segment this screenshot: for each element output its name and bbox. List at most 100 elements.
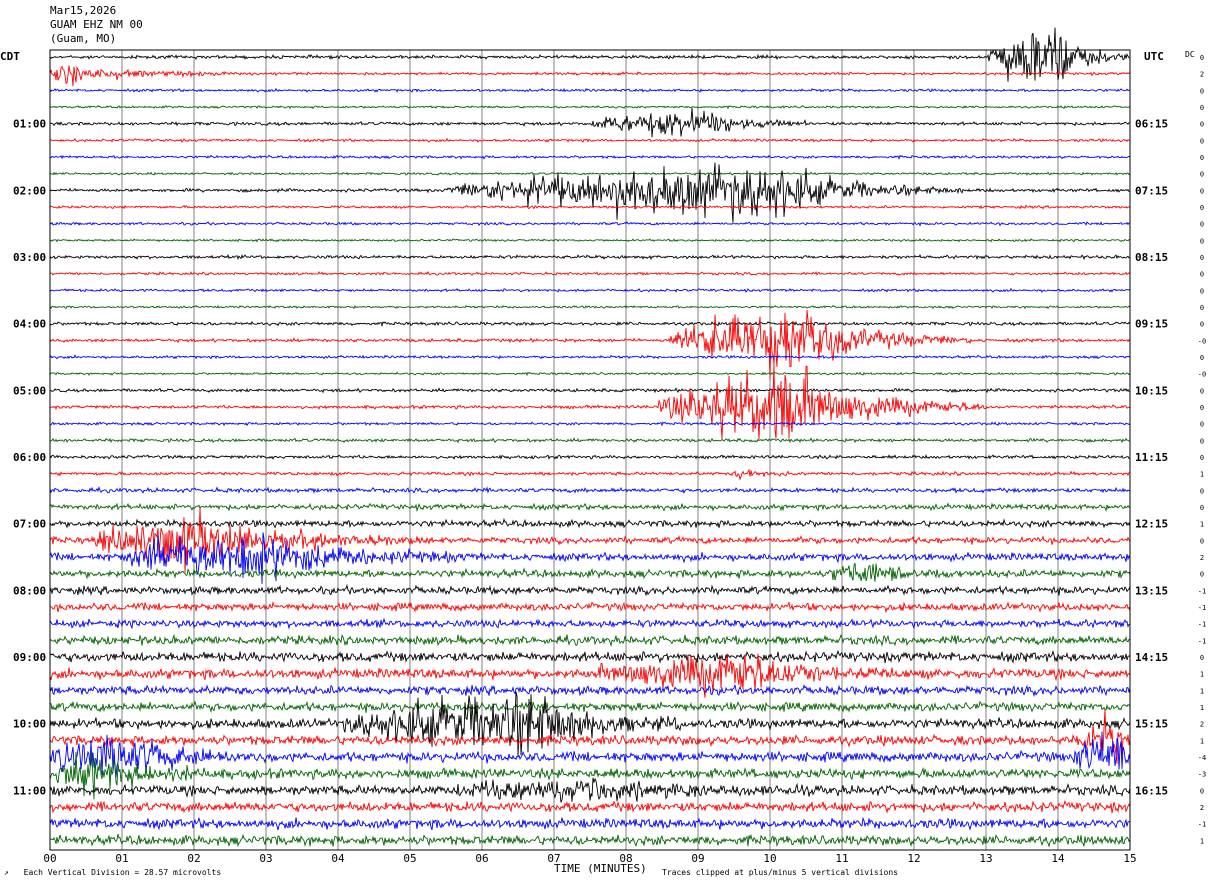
trace-line: [49, 363, 1131, 440]
dc-offset-value: 0: [1200, 204, 1204, 212]
dc-offset-value: -3: [1198, 771, 1206, 779]
dc-offset-value: 0: [1200, 221, 1204, 229]
x-tick-label: 09: [691, 852, 704, 865]
plot-frame: [49, 49, 1131, 851]
trace-line: [49, 287, 1131, 293]
footer-right: Traces clipped at plus/minus 5 vertical …: [662, 868, 899, 877]
trace-line: [49, 271, 1131, 276]
dc-offset-value: 1: [1200, 737, 1204, 745]
trace-line: [49, 162, 1131, 223]
trace-line: [49, 221, 1131, 227]
x-axis-title: TIME (MINUTES): [554, 862, 647, 875]
footer-mark: ↗: [4, 868, 9, 877]
seismic-traces: [49, 27, 1131, 848]
dc-offset-value: 0: [1200, 171, 1204, 179]
trace-line: [49, 833, 1131, 848]
dc-offset-value: 0: [1200, 537, 1204, 545]
trace-line: [49, 507, 1131, 573]
dc-offset-value: 0: [1200, 354, 1204, 362]
dc-offset-value: 0: [1200, 121, 1204, 129]
dc-offset-value: -1: [1198, 621, 1206, 629]
dc-offset-value: 1: [1200, 521, 1204, 529]
left-time-label: 01:00: [13, 118, 46, 131]
trace-line: [49, 777, 1131, 803]
header-station: GUAM EHZ NM 00: [50, 18, 143, 31]
dc-offset-value: 0: [1200, 421, 1204, 429]
dc-offset-value: 1: [1200, 704, 1204, 712]
dc-offset-value: -0: [1198, 337, 1206, 345]
dc-offset-value: 0: [1200, 504, 1204, 512]
dc-offset-value: 2: [1200, 721, 1204, 729]
trace-line: [49, 691, 1131, 756]
dc-offset-value: -1: [1198, 604, 1206, 612]
dc-offset-value: 2: [1200, 804, 1204, 812]
left-time-label: 02:00: [13, 184, 46, 197]
x-tick-label: 07: [547, 852, 560, 865]
dc-offset-value: 1: [1200, 471, 1204, 479]
trace-line: [49, 600, 1131, 614]
x-tick-label: 15: [1123, 852, 1136, 865]
left-time-label: 05:00: [13, 384, 46, 397]
right-time-label: 06:15: [1135, 118, 1168, 131]
right-time-label: 12:15: [1135, 518, 1168, 531]
dc-offset-value: 0: [1200, 271, 1204, 279]
dc-offset-value: 0: [1200, 787, 1204, 795]
dc-offset-value: 0: [1200, 87, 1204, 95]
trace-line: [49, 27, 1131, 82]
x-tick-label: 04: [331, 852, 345, 865]
trace-line: [49, 816, 1131, 831]
trace-line: [49, 107, 1131, 138]
trace-line: [49, 87, 1130, 93]
trace-line: [50, 387, 1131, 394]
footer-left: ↗ Each Vertical Division = 28.57 microvo…: [4, 868, 221, 877]
trace-line: [49, 562, 1131, 582]
dc-offset-value: 0: [1200, 237, 1204, 245]
left-time-label: 07:00: [13, 518, 46, 531]
x-tick-label: 08: [619, 852, 632, 865]
dc-offset-value: 2: [1200, 71, 1204, 79]
x-tick-label: 13: [979, 852, 992, 865]
x-tick-label: 10: [763, 852, 776, 865]
dc-offset-value: -1: [1198, 821, 1206, 829]
trace-line: [49, 320, 1131, 328]
trace-line: [49, 204, 1131, 210]
left-time-label: 06:00: [13, 451, 46, 464]
dc-offset-value: 0: [1200, 254, 1204, 262]
x-tick-label: 12: [907, 852, 920, 865]
trace-line: [49, 137, 1131, 143]
right-time-label: 10:15: [1135, 384, 1168, 397]
dc-offset-value: 0: [1200, 287, 1204, 295]
trace-line: [49, 238, 1131, 243]
right-time-label: 09:15: [1135, 318, 1168, 331]
x-tick-label: 03: [259, 852, 272, 865]
dc-offset-value: 0: [1200, 187, 1204, 195]
right-time-label: 07:15: [1135, 184, 1168, 197]
right-time-label: 15:15: [1135, 718, 1168, 731]
dc-offset-value: 0: [1200, 54, 1204, 62]
dc-offset-value: -1: [1198, 637, 1206, 645]
trace-line: [49, 468, 1131, 481]
trace-line: [49, 617, 1131, 630]
dc-offset-value: 0: [1200, 454, 1204, 462]
x-tick-label: 00: [43, 852, 56, 865]
x-tick-label: 11: [835, 852, 848, 865]
right-time-label: 16:15: [1135, 784, 1168, 797]
footer-division-note: Each Vertical Division = 28.57 microvolt…: [23, 868, 222, 877]
trace-line: [49, 454, 1131, 461]
dc-offset-value: -0: [1198, 371, 1206, 379]
trace-line: [49, 154, 1131, 160]
dc-label: DC: [1185, 50, 1195, 59]
right-axis-label: UTC: [1144, 50, 1164, 63]
x-tick-label: 05: [403, 852, 416, 865]
trace-line: [49, 171, 1131, 176]
trace-line: [49, 751, 1131, 800]
trace-line: [49, 371, 1131, 377]
left-time-label: 04:00: [13, 318, 46, 331]
dc-offset-value: 0: [1200, 487, 1204, 495]
dc-offset-value: 0: [1200, 404, 1204, 412]
x-tick-label: 02: [187, 852, 200, 865]
trace-line: [49, 65, 1131, 87]
right-time-label: 13:15: [1135, 584, 1168, 597]
left-time-label: 11:00: [13, 784, 46, 797]
